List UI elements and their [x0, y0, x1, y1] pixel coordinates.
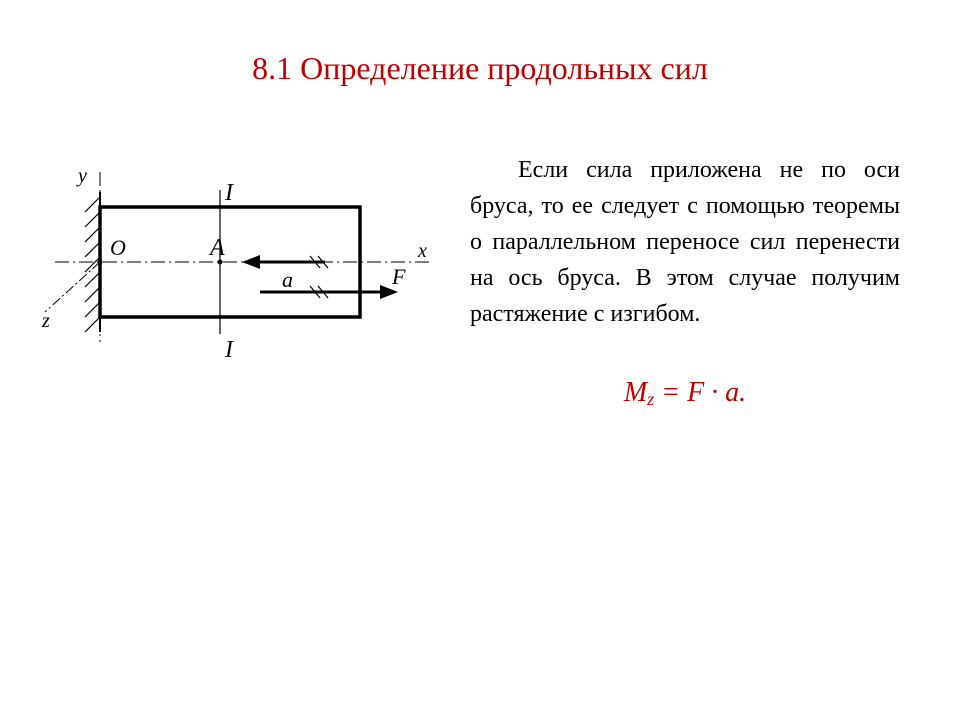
- formula-lhs-sub: z: [647, 389, 654, 409]
- z-axis: [45, 262, 100, 312]
- label-F: F: [391, 264, 406, 289]
- label-O: O: [110, 235, 126, 260]
- content-row: y x z O A I I a F Если сила приложена не…: [0, 152, 960, 414]
- label-x: x: [417, 240, 427, 262]
- formula-rhs: F · a.: [687, 377, 746, 408]
- formula: Mz = F · a.: [470, 372, 900, 414]
- beam-diagram: y x z O A I I a F: [0, 152, 470, 412]
- label-I-bottom: I: [224, 337, 234, 363]
- label-A: A: [208, 235, 225, 261]
- label-z: z: [41, 310, 50, 332]
- formula-eq: =: [661, 377, 687, 408]
- paragraph: Если сила приложена не по оси бруса, то …: [470, 152, 900, 332]
- page-title: 8.1 Определение продольных сил: [0, 0, 960, 87]
- point-O: [98, 260, 103, 265]
- label-I-top: I: [224, 180, 234, 206]
- label-y: y: [76, 165, 87, 187]
- text-column: Если сила приложена не по оси бруса, то …: [470, 152, 960, 414]
- label-a: a: [282, 267, 293, 292]
- force-axis-arrow-head: [242, 255, 260, 269]
- formula-lhs-var: M: [624, 377, 647, 408]
- diagram-column: y x z O A I I a F: [0, 152, 470, 414]
